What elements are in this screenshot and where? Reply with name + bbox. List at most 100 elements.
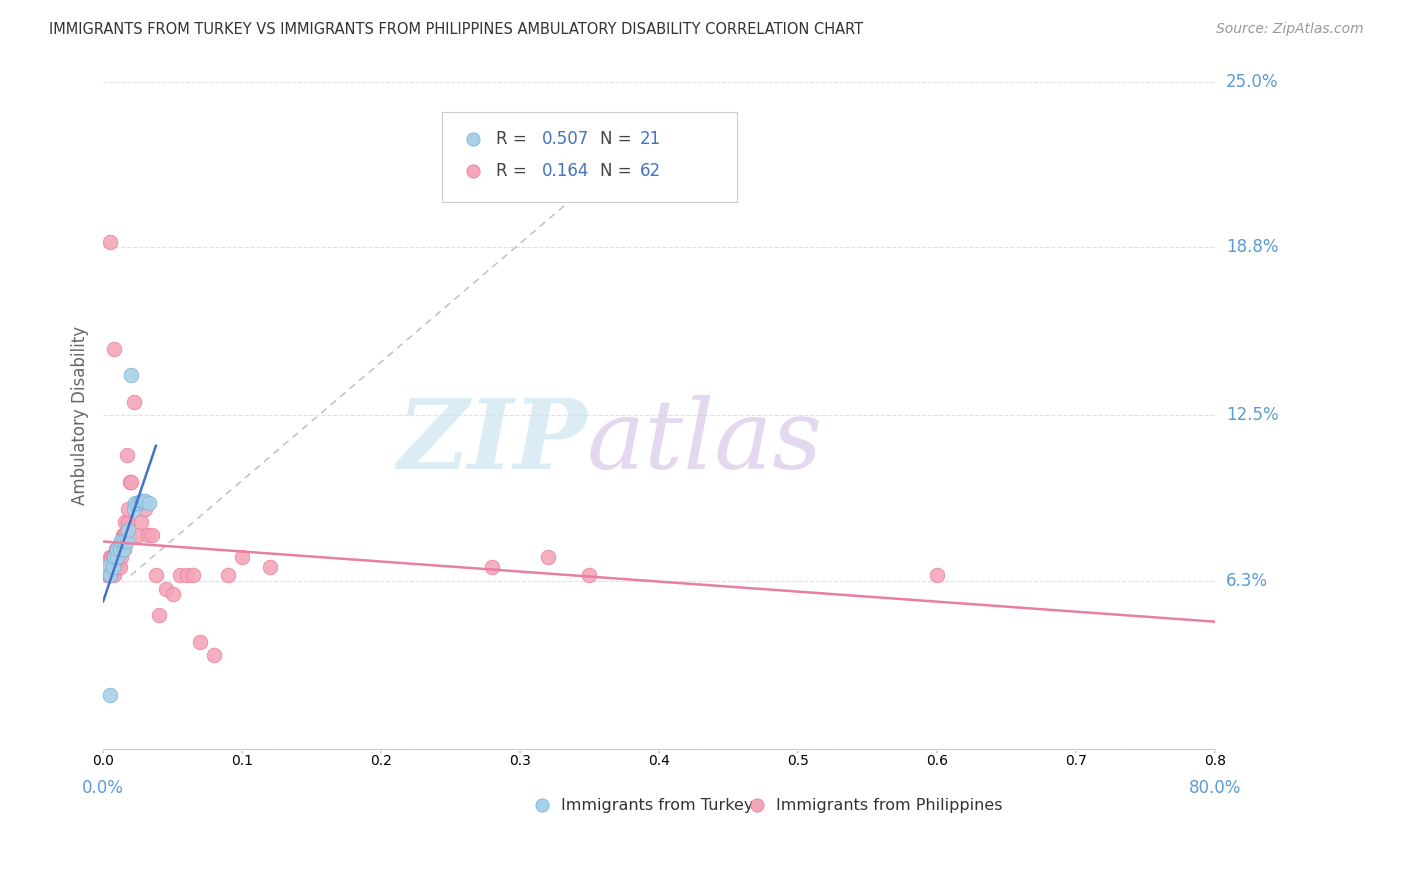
Point bbox=[103, 560, 125, 574]
Point bbox=[162, 587, 184, 601]
Point bbox=[145, 568, 167, 582]
Point bbox=[97, 568, 120, 582]
Point bbox=[134, 493, 156, 508]
Point bbox=[176, 568, 198, 582]
Text: Source: ZipAtlas.com: Source: ZipAtlas.com bbox=[1216, 22, 1364, 37]
Point bbox=[115, 448, 138, 462]
Point bbox=[111, 541, 134, 556]
Point bbox=[97, 560, 120, 574]
Point bbox=[202, 648, 225, 663]
Point bbox=[101, 560, 124, 574]
FancyBboxPatch shape bbox=[441, 112, 737, 202]
Point bbox=[481, 560, 503, 574]
Text: 0.164: 0.164 bbox=[543, 161, 589, 179]
Point bbox=[103, 568, 125, 582]
Point bbox=[111, 528, 134, 542]
Point bbox=[110, 533, 132, 548]
Point bbox=[112, 533, 135, 548]
Point bbox=[129, 493, 152, 508]
Text: N =: N = bbox=[600, 129, 637, 148]
Point bbox=[124, 496, 146, 510]
Text: 0.507: 0.507 bbox=[543, 129, 589, 148]
Point bbox=[183, 568, 205, 582]
Point bbox=[108, 541, 131, 556]
Point bbox=[114, 528, 136, 542]
Point bbox=[120, 368, 142, 383]
Text: ZIP: ZIP bbox=[396, 395, 586, 489]
Point bbox=[217, 568, 239, 582]
Point bbox=[105, 549, 128, 564]
Point bbox=[231, 549, 253, 564]
Point bbox=[105, 560, 128, 574]
Point bbox=[100, 568, 122, 582]
Text: 6.3%: 6.3% bbox=[1226, 572, 1268, 590]
Text: 18.8%: 18.8% bbox=[1226, 238, 1278, 256]
Point bbox=[138, 496, 160, 510]
Point bbox=[96, 560, 118, 574]
Point bbox=[103, 549, 125, 564]
Point bbox=[112, 528, 135, 542]
Point bbox=[98, 568, 121, 582]
Text: atlas: atlas bbox=[586, 395, 823, 489]
Point bbox=[96, 560, 118, 574]
Point bbox=[115, 533, 138, 548]
Point bbox=[148, 608, 170, 623]
Point bbox=[117, 523, 139, 537]
Point bbox=[103, 342, 125, 356]
Point bbox=[112, 541, 135, 556]
Point bbox=[537, 549, 560, 564]
Point bbox=[105, 541, 128, 556]
Point bbox=[96, 568, 118, 582]
Text: 0.0%: 0.0% bbox=[82, 780, 124, 797]
Point bbox=[259, 560, 281, 574]
Point bbox=[141, 528, 163, 542]
Point bbox=[127, 528, 149, 542]
Point bbox=[578, 568, 600, 582]
Point bbox=[98, 560, 121, 574]
Point bbox=[136, 528, 159, 542]
Text: Immigrants from Philippines: Immigrants from Philippines bbox=[776, 797, 1002, 813]
Text: 62: 62 bbox=[640, 161, 661, 179]
Point bbox=[98, 689, 121, 703]
Point bbox=[131, 493, 153, 508]
Point bbox=[129, 515, 152, 529]
Point bbox=[98, 568, 121, 582]
Point bbox=[105, 541, 128, 556]
Point bbox=[104, 549, 127, 564]
Point bbox=[98, 549, 121, 564]
Point bbox=[98, 235, 121, 249]
Text: Immigrants from Turkey: Immigrants from Turkey bbox=[561, 797, 754, 813]
Text: 12.5%: 12.5% bbox=[1226, 407, 1278, 425]
Point bbox=[101, 560, 124, 574]
Point bbox=[117, 501, 139, 516]
Point bbox=[169, 568, 191, 582]
Point bbox=[101, 549, 124, 564]
Point bbox=[100, 560, 122, 574]
Text: R =: R = bbox=[495, 129, 531, 148]
Point bbox=[112, 541, 135, 556]
Point bbox=[110, 549, 132, 564]
Point bbox=[110, 533, 132, 548]
Y-axis label: Ambulatory Disability: Ambulatory Disability bbox=[72, 326, 89, 505]
Point bbox=[122, 501, 145, 516]
Point bbox=[104, 560, 127, 574]
Point bbox=[122, 395, 145, 409]
Point bbox=[108, 541, 131, 556]
Point bbox=[94, 560, 117, 574]
Point bbox=[107, 549, 129, 564]
Point bbox=[114, 515, 136, 529]
Text: R =: R = bbox=[495, 161, 531, 179]
Point bbox=[104, 541, 127, 556]
Point bbox=[127, 496, 149, 510]
Point bbox=[120, 475, 142, 489]
Text: N =: N = bbox=[600, 161, 637, 179]
Point bbox=[105, 549, 128, 564]
Point bbox=[108, 560, 131, 574]
Point bbox=[190, 635, 212, 649]
Point bbox=[134, 501, 156, 516]
Point bbox=[925, 568, 948, 582]
Point bbox=[117, 515, 139, 529]
Text: 25.0%: 25.0% bbox=[1226, 73, 1278, 91]
Point bbox=[100, 549, 122, 564]
Text: IMMIGRANTS FROM TURKEY VS IMMIGRANTS FROM PHILIPPINES AMBULATORY DISABILITY CORR: IMMIGRANTS FROM TURKEY VS IMMIGRANTS FRO… bbox=[49, 22, 863, 37]
